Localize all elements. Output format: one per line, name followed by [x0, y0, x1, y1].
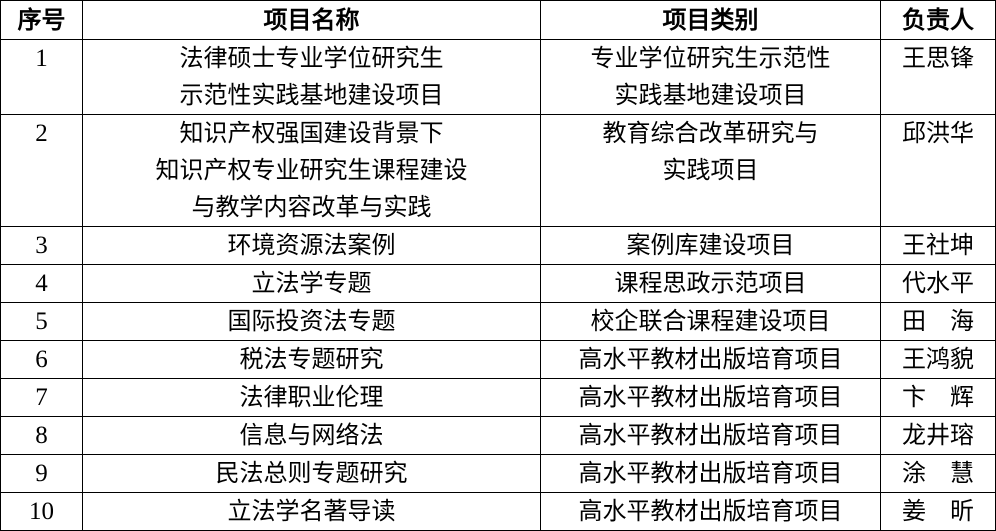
cell-name: 国际投资法专题: [82, 302, 541, 341]
cell-category: 案例库建设项目: [540, 226, 881, 265]
table-row: 10 立法学名著导读 高水平教材出版培育项目 姜 昕: [0, 492, 996, 531]
table-row: 8 信息与网络法 高水平教材出版培育项目 龙井瑢: [0, 416, 996, 455]
cell-category: 高水平教材出版培育项目: [540, 416, 881, 455]
name-line: 环境资源法案例: [227, 231, 396, 259]
cell-leader: 姜 昕: [880, 492, 996, 531]
cell-no: 1: [0, 39, 83, 115]
name-line: 税法专题研究: [239, 345, 384, 373]
cell-no: 9: [0, 454, 83, 493]
cell-name: 信息与网络法: [82, 416, 541, 455]
header-leader: 负责人: [880, 0, 996, 40]
category-line: 高水平教材出版培育项目: [578, 459, 843, 487]
cell-category: 校企联合课程建设项目: [540, 302, 881, 341]
name-line: 法律硕士专业学位研究生: [179, 44, 444, 72]
table-row: 7 法律职业伦理 高水平教材出版培育项目 卞 辉: [0, 378, 996, 417]
name-line: 示范性实践基地建设项目: [179, 81, 444, 109]
category-line: 校企联合课程建设项目: [590, 307, 831, 335]
category-line: 高水平教材出版培育项目: [578, 421, 843, 449]
category-line: 高水平教材出版培育项目: [578, 345, 843, 373]
cell-category: 高水平教材出版培育项目: [540, 378, 881, 417]
header-category: 项目类别: [540, 0, 881, 40]
cell-name: 立法学专题: [82, 264, 541, 303]
cell-leader: 王社坤: [880, 226, 996, 265]
cell-leader: 王鸿貌: [880, 340, 996, 379]
cell-leader: 卞 辉: [880, 378, 996, 417]
table-row: 4 立法学专题 课程思政示范项目 代水平: [0, 264, 996, 303]
name-line: 国际投资法专题: [227, 307, 396, 335]
table-row: 5 国际投资法专题 校企联合课程建设项目 田 海: [0, 302, 996, 341]
cell-leader: 邱洪华: [880, 114, 996, 227]
cell-no: 8: [0, 416, 83, 455]
cell-name: 知识产权强国建设背景下 知识产权专业研究生课程建设 与教学内容改革与实践: [82, 114, 541, 227]
category-line: 实践项目: [662, 156, 759, 184]
header-row: 序号 项目名称 项目类别 负责人: [0, 0, 996, 40]
cell-name: 法律职业伦理: [82, 378, 541, 417]
cell-leader: 王思锋: [880, 39, 996, 115]
cell-leader: 田 海: [880, 302, 996, 341]
cell-name: 立法学名著导读: [82, 492, 541, 531]
cell-no: 2: [0, 114, 83, 227]
category-line: 课程思政示范项目: [614, 269, 807, 297]
table-row: 3 环境资源法案例 案例库建设项目 王社坤: [0, 226, 996, 265]
category-line: 高水平教材出版培育项目: [578, 497, 843, 525]
category-line: 教育综合改革研究与: [602, 119, 819, 147]
cell-name: 民法总则专题研究: [82, 454, 541, 493]
table-row: 2 知识产权强国建设背景下 知识产权专业研究生课程建设 与教学内容改革与实践 教育综合改…: [0, 114, 996, 227]
name-line: 知识产权专业研究生课程建设: [155, 156, 468, 184]
category-line: 专业学位研究生示范性: [590, 44, 831, 72]
name-line: 信息与网络法: [239, 421, 384, 449]
cell-category: 教育综合改革研究与 实践项目: [540, 114, 881, 227]
header-name: 项目名称: [82, 0, 541, 40]
cell-name: 法律硕士专业学位研究生 示范性实践基地建设项目: [82, 39, 541, 115]
category-line: 实践基地建设项目: [614, 81, 807, 109]
name-line: 民法总则专题研究: [215, 459, 408, 487]
cell-name: 环境资源法案例: [82, 226, 541, 265]
cell-category: 课程思政示范项目: [540, 264, 881, 303]
cell-leader: 代水平: [880, 264, 996, 303]
name-line: 与教学内容改革与实践: [191, 193, 432, 221]
cell-no: 5: [0, 302, 83, 341]
cell-no: 4: [0, 264, 83, 303]
name-line: 立法学名著导读: [227, 497, 396, 525]
table-row: 6 税法专题研究 高水平教材出版培育项目 王鸿貌: [0, 340, 996, 379]
cell-category: 高水平教材出版培育项目: [540, 454, 881, 493]
category-line: 高水平教材出版培育项目: [578, 383, 843, 411]
cell-no: 10: [0, 492, 83, 531]
table-row: 9 民法总则专题研究 高水平教材出版培育项目 涂 慧: [0, 454, 996, 493]
cell-no: 7: [0, 378, 83, 417]
header-no: 序号: [0, 0, 83, 40]
cell-category: 高水平教材出版培育项目: [540, 492, 881, 531]
cell-category: 专业学位研究生示范性 实践基地建设项目: [540, 39, 881, 115]
cell-no: 3: [0, 226, 83, 265]
cell-category: 高水平教材出版培育项目: [540, 340, 881, 379]
name-line: 立法学专题: [251, 269, 372, 297]
cell-leader: 涂 慧: [880, 454, 996, 493]
cell-leader: 龙井瑢: [880, 416, 996, 455]
cell-no: 6: [0, 340, 83, 379]
name-line: 知识产权强国建设背景下: [179, 119, 444, 147]
name-line: 法律职业伦理: [239, 383, 384, 411]
category-line: 案例库建设项目: [626, 231, 795, 259]
cell-name: 税法专题研究: [82, 340, 541, 379]
table-row: 1 法律硕士专业学位研究生 示范性实践基地建设项目 专业学位研究生示范性 实践基地建设项…: [0, 39, 996, 115]
